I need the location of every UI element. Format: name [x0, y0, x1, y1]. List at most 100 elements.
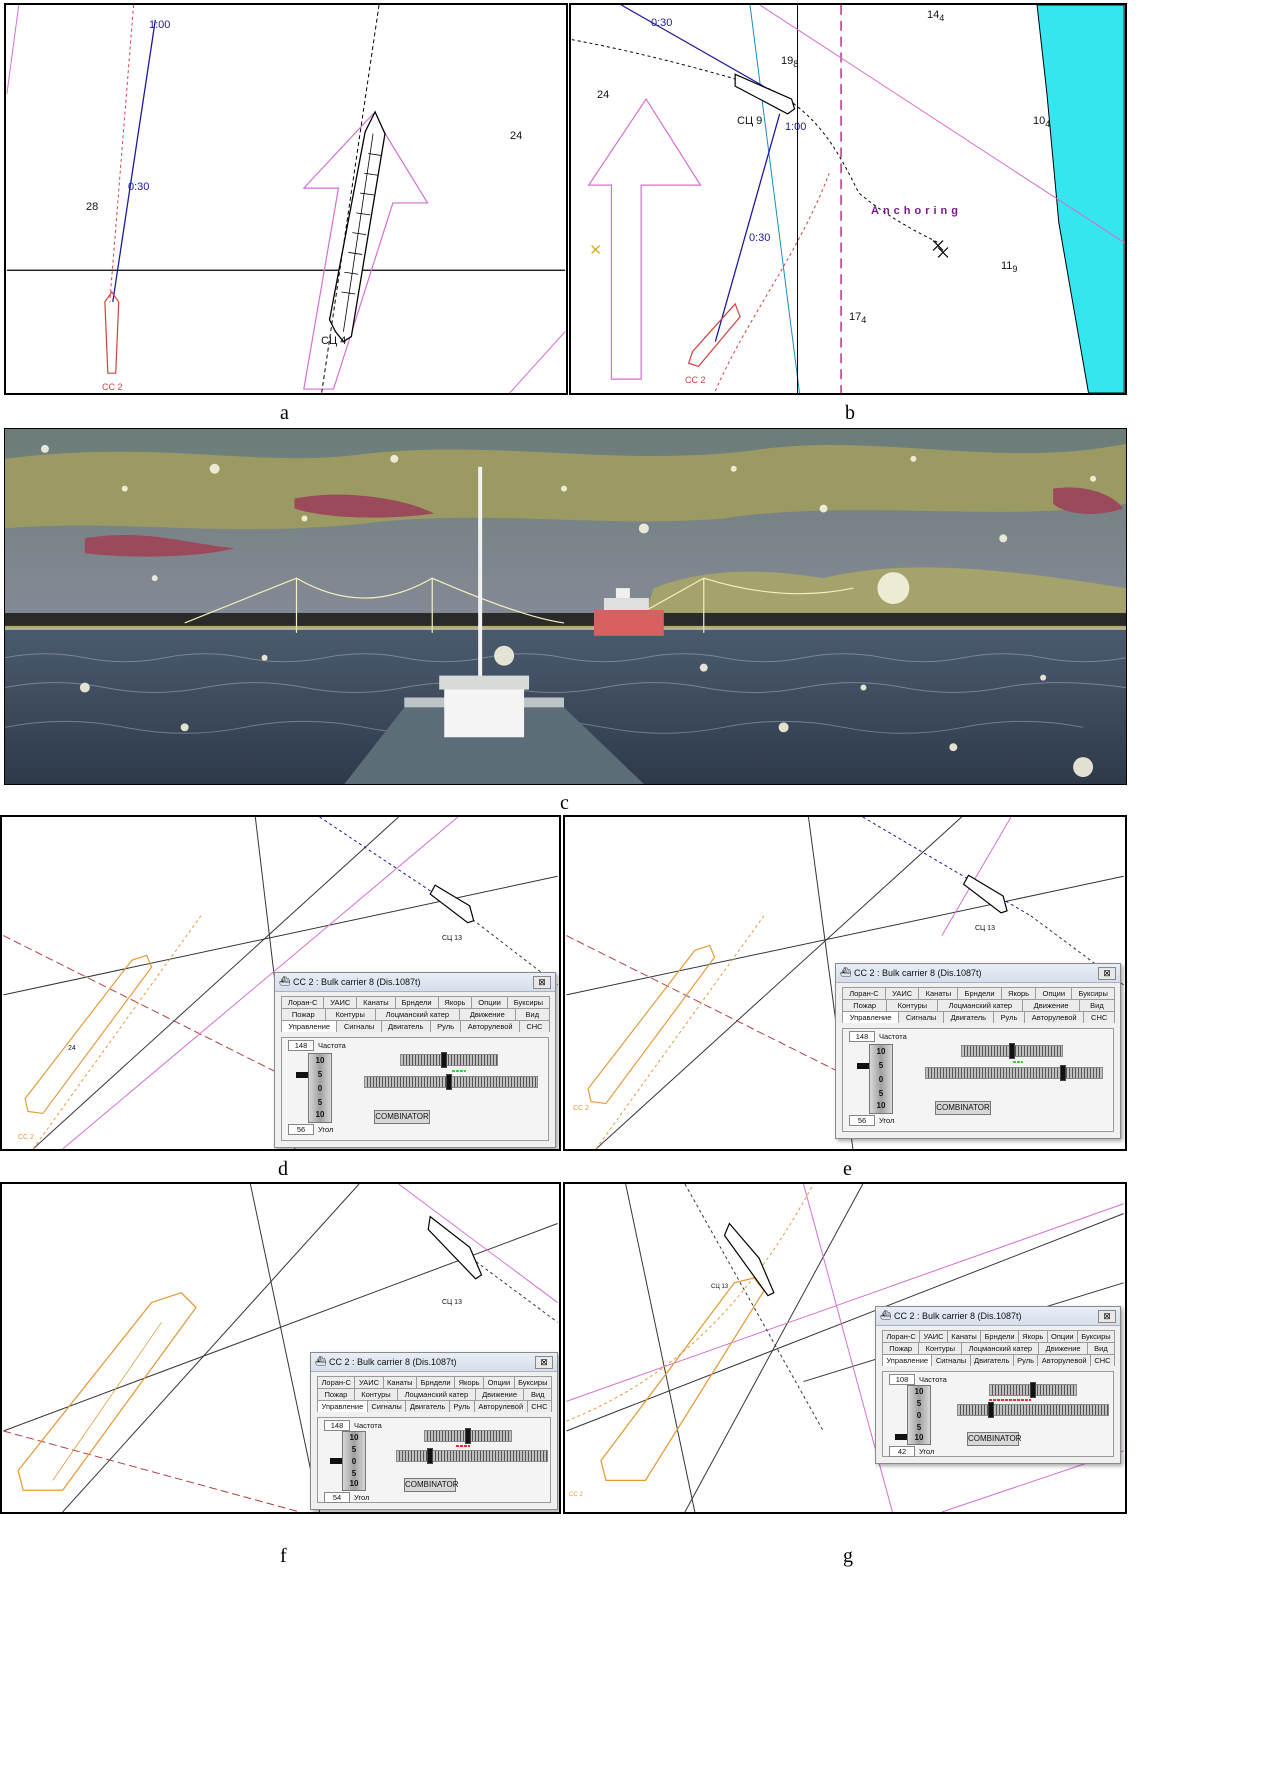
vessel-control-dialog[interactable]: ⛴ CC 2 : Bulk carrier 8 (Dis.1087t) ⊠ Ло…: [875, 1306, 1121, 1464]
rudder-slider-knob[interactable]: [1030, 1382, 1036, 1398]
tab-loran[interactable]: Лоран-С: [281, 996, 325, 1008]
dialog-titlebar[interactable]: ⛴ CC 2 : Bulk carrier 8 (Dis.1087t) ⊠: [311, 1353, 557, 1372]
tab-anchor[interactable]: Якорь: [1000, 987, 1037, 999]
tab-fire[interactable]: Пожар: [882, 1342, 920, 1354]
tab-tugs[interactable]: Буксиры: [513, 1376, 552, 1388]
chart-panel-g[interactable]: СЦ 13 CC 2 ⛴ CC 2 : Bulk carrier 8 (Dis.…: [563, 1182, 1127, 1514]
close-button[interactable]: ⊠: [1098, 1310, 1116, 1323]
tab-fenders[interactable]: Брндели: [416, 1376, 456, 1388]
tab-view[interactable]: Вид: [514, 1008, 550, 1020]
telegraph-scale[interactable]: 10 5 0 5 10: [869, 1044, 893, 1114]
frequency-field[interactable]: 108: [889, 1374, 915, 1385]
tab-options[interactable]: Опции: [471, 996, 508, 1008]
tab-tugs[interactable]: Буксиры: [1071, 987, 1116, 999]
angle-field[interactable]: 54: [324, 1492, 350, 1503]
chart-panel-f[interactable]: СЦ 13 ⛴ CC 2 : Bulk carrier 8 (Dis.1087t…: [0, 1182, 561, 1514]
frequency-field[interactable]: 148: [324, 1420, 350, 1431]
tab-fire[interactable]: Пожар: [317, 1388, 355, 1400]
tab-pilot-boat[interactable]: Лоцманский катер: [961, 1342, 1040, 1354]
telegraph-lever[interactable]: [330, 1458, 342, 1464]
combinator-button[interactable]: COMBINATOR: [967, 1432, 1021, 1446]
tab-options[interactable]: Опции: [1046, 1330, 1078, 1342]
close-button[interactable]: ⊠: [535, 1356, 553, 1369]
tab-signals[interactable]: Сигналы: [931, 1354, 971, 1366]
tab-motion[interactable]: Движение: [474, 1388, 525, 1400]
close-button[interactable]: ⊠: [533, 976, 551, 989]
tab-rudder[interactable]: Руль: [429, 1020, 462, 1032]
tab-engine[interactable]: Двигатель: [969, 1354, 1014, 1366]
tab-contours[interactable]: Контуры: [324, 1008, 376, 1020]
tab-control[interactable]: Управление: [281, 1020, 338, 1032]
rudder-slider[interactable]: [989, 1382, 1077, 1398]
vessel-control-dialog[interactable]: ⛴ CC 2 : Bulk carrier 8 (Dis.1087t) ⊠ Ло…: [274, 972, 556, 1148]
tab-pilot-boat[interactable]: Лоцманский катер: [374, 1008, 460, 1020]
frequency-field[interactable]: 148: [849, 1031, 875, 1042]
angle-field[interactable]: 56: [849, 1115, 875, 1126]
tab-engine[interactable]: Двигатель: [942, 1011, 994, 1023]
dialog-titlebar[interactable]: ⛴ CC 2 : Bulk carrier 8 (Dis.1087t) ⊠: [876, 1307, 1120, 1326]
dialog-titlebar[interactable]: ⛴ CC 2 : Bulk carrier 8 (Dis.1087t) ⊠: [836, 964, 1120, 983]
tab-gnss[interactable]: СНС: [1083, 1011, 1115, 1023]
tab-control[interactable]: Управление: [882, 1354, 933, 1366]
rudder-slider[interactable]: [961, 1043, 1063, 1059]
tab-fenders[interactable]: Брндели: [394, 996, 439, 1008]
vessel-control-dialog[interactable]: ⛴ CC 2 : Bulk carrier 8 (Dis.1087t) ⊠ Ло…: [310, 1352, 558, 1510]
tab-signals[interactable]: Сигналы: [336, 1020, 382, 1032]
tab-engine[interactable]: Двигатель: [405, 1400, 450, 1412]
engine-slider-knob[interactable]: [446, 1074, 453, 1090]
tab-fenders[interactable]: Брндели: [980, 1330, 1019, 1342]
tab-gnss[interactable]: СНС: [1089, 1354, 1115, 1366]
combinator-button[interactable]: COMBINATOR: [935, 1101, 991, 1115]
rudder-slider[interactable]: [424, 1428, 512, 1444]
close-button[interactable]: ⊠: [1098, 967, 1116, 980]
tab-loran[interactable]: Лоран-С: [317, 1376, 356, 1388]
tab-motion[interactable]: Движение: [1022, 999, 1080, 1011]
rudder-slider[interactable]: [400, 1052, 498, 1068]
tab-rudder[interactable]: Руль: [992, 1011, 1026, 1023]
tab-ais[interactable]: УАИС: [919, 1330, 948, 1342]
tab-ais[interactable]: УАИС: [884, 987, 920, 999]
tab-tugs[interactable]: Буксиры: [1076, 1330, 1116, 1342]
engine-slider-knob[interactable]: [988, 1402, 994, 1418]
tab-autopilot[interactable]: Авторулевой: [1024, 1011, 1085, 1023]
engine-slider[interactable]: [925, 1065, 1103, 1081]
tab-signals[interactable]: Сигналы: [366, 1400, 407, 1412]
tab-ropes[interactable]: Канаты: [946, 1330, 982, 1342]
engine-slider[interactable]: [364, 1074, 538, 1090]
tab-control[interactable]: Управление: [317, 1400, 368, 1412]
rudder-slider-knob[interactable]: [441, 1052, 448, 1068]
tab-contours[interactable]: Контуры: [918, 1342, 963, 1354]
telegraph-scale[interactable]: 10 5 0 5 10: [308, 1053, 332, 1123]
tab-pilot-boat[interactable]: Лоцманский катер: [937, 999, 1024, 1011]
rudder-slider-knob[interactable]: [465, 1428, 471, 1444]
chart-panel-d[interactable]: СЦ 13 CC 2 24 ⛴ CC 2 : Bulk carrier 8 (D…: [0, 815, 561, 1151]
tab-ais[interactable]: УАИС: [323, 996, 358, 1008]
tab-anchor[interactable]: Якорь: [1017, 1330, 1048, 1342]
tab-motion[interactable]: Движение: [1038, 1342, 1088, 1354]
frequency-field[interactable]: 148: [288, 1040, 314, 1051]
angle-field[interactable]: 56: [288, 1124, 314, 1135]
tab-gnss[interactable]: СНС: [526, 1400, 553, 1412]
engine-slider-knob[interactable]: [1060, 1065, 1067, 1081]
tab-fire[interactable]: Пожар: [842, 999, 888, 1011]
tab-ropes[interactable]: Канаты: [918, 987, 959, 999]
tab-loran[interactable]: Лоран-С: [882, 1330, 921, 1342]
tab-anchor[interactable]: Якорь: [454, 1376, 485, 1388]
tab-fenders[interactable]: Брндели: [957, 987, 1002, 999]
tab-motion[interactable]: Движение: [458, 1008, 516, 1020]
telegraph-lever[interactable]: [857, 1063, 869, 1069]
rudder-slider-knob[interactable]: [1009, 1043, 1015, 1059]
tab-options[interactable]: Опции: [483, 1376, 515, 1388]
tab-view[interactable]: Вид: [1078, 999, 1115, 1011]
telegraph-lever[interactable]: [895, 1434, 907, 1440]
telegraph-scale[interactable]: 10 5 0 5 10: [342, 1431, 366, 1491]
telegraph-scale[interactable]: 10 5 0 5 10: [907, 1385, 931, 1445]
tab-view[interactable]: Вид: [523, 1388, 552, 1400]
tab-ropes[interactable]: Канаты: [356, 996, 396, 1008]
dialog-titlebar[interactable]: ⛴ CC 2 : Bulk carrier 8 (Dis.1087t) ⊠: [275, 973, 555, 992]
tab-rudder[interactable]: Руль: [1012, 1354, 1039, 1366]
vessel-control-dialog[interactable]: ⛴ CC 2 : Bulk carrier 8 (Dis.1087t) ⊠ Ло…: [835, 963, 1121, 1139]
engine-slider[interactable]: [957, 1402, 1109, 1418]
tab-options[interactable]: Опции: [1035, 987, 1073, 999]
tab-loran[interactable]: Лоран-С: [842, 987, 886, 999]
